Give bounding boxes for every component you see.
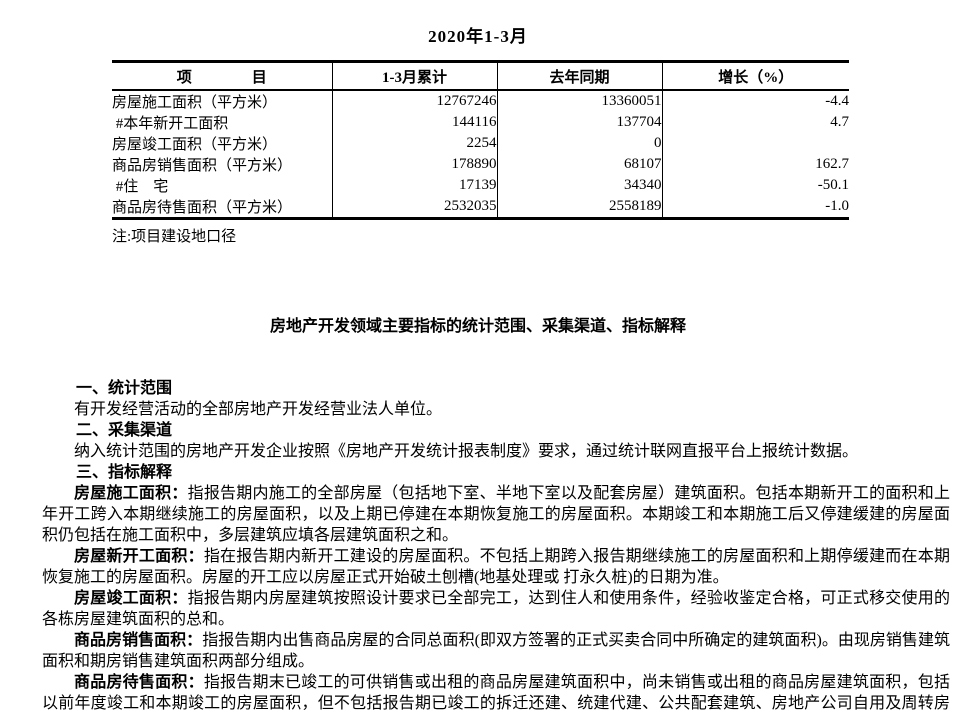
last-year-cell: 13360051 — [496, 90, 662, 112]
paragraph: 房屋竣工面积：指报告期内房屋建筑按照设计要求已全部完工，达到住人和使用条件，经验… — [42, 588, 950, 630]
section-title: 房地产开发领域主要指标的统计范围、采集渠道、指标解释 — [269, 318, 686, 335]
header-item: 项 目 — [112, 61, 332, 91]
last-year-cell: 34340 — [496, 175, 662, 196]
table-row: 房屋施工面积（平方米） 12767246 13360051 -4.4 — [112, 90, 849, 112]
paragraph: 商品房销售面积：指报告期内出售商品房屋的合同总面积(即双方签署的正式买卖合同中所… — [42, 630, 950, 672]
section-heading-scope: 一、统计范围 — [76, 380, 173, 397]
cumulative-cell: 144116 — [331, 112, 497, 133]
item-cell: #本年新开工面积 — [112, 116, 229, 132]
growth-cell: 162.7 — [661, 154, 849, 175]
paragraph-term: 房屋施工面积： — [74, 485, 188, 502]
stats-table-body: 房屋施工面积（平方米） 12767246 13360051 -4.4 #本年新开… — [112, 90, 849, 219]
table-row: #住 宅 17139 34340 -50.1 — [112, 175, 849, 196]
paragraph-text: 指报告期内施工的全部房屋（包括地下室、半地下室以及配套房屋）建筑面积。包括本期新… — [42, 485, 950, 544]
table-row: #本年新开工面积 144116 137704 4.7 — [112, 112, 849, 133]
table-header-row: 项 目 1-3月累计 去年同期 增长（%） — [112, 61, 849, 91]
section-heading-channel: 二、采集渠道 — [76, 422, 173, 439]
item-cell: 商品房待售面积（平方米） — [112, 200, 293, 216]
cumulative-cell: 2532035 — [331, 196, 497, 219]
last-year-cell: 0 — [496, 133, 662, 154]
item-cell: #住 宅 — [112, 179, 169, 195]
paragraph-text: 指在报告期内新开工建设的房屋面积。不包括上期跨入报告期继续施工的房屋面积和上期停… — [42, 548, 950, 586]
growth-cell: -50.1 — [661, 175, 849, 196]
header-cumulative: 1-3月累计 — [331, 61, 497, 91]
last-year-cell: 68107 — [496, 154, 662, 175]
paragraph-term: 商品房销售面积： — [74, 632, 203, 649]
header-last-year: 去年同期 — [496, 61, 662, 91]
cumulative-cell: 12767246 — [331, 90, 497, 112]
paragraph-text: 有开发经营活动的全部房地产开发经营业法人单位。 — [74, 401, 443, 418]
table-row: 房屋竣工面积（平方米） 2254 0 — [112, 133, 849, 154]
paragraph-text: 指报告期末已竣工的可供销售或出租的商品房屋建筑面积中，尚未销售或出租的商品房屋建… — [42, 674, 950, 712]
paragraph-text: 指报告期内出售商品房屋的合同总面积(即双方签署的正式买卖合同中所确定的建筑面积)… — [42, 632, 950, 670]
item-cell: 商品房销售面积（平方米） — [112, 158, 293, 174]
stats-table-header: 项 目 1-3月累计 去年同期 增长（%） — [112, 61, 849, 91]
table-row: 商品房待售面积（平方米） 2532035 2558189 -1.0 — [112, 196, 849, 219]
paragraph: 房屋施工面积：指报告期内施工的全部房屋（包括地下室、半地下室以及配套房屋）建筑面… — [42, 483, 950, 546]
paragraph: 商品房待售面积：指报告期末已竣工的可供销售或出租的商品房屋建筑面积中，尚未销售或… — [42, 672, 950, 714]
cumulative-cell: 178890 — [331, 154, 497, 175]
section-heading-definitions: 三、指标解释 — [76, 464, 173, 481]
growth-cell: -4.4 — [661, 90, 849, 112]
paragraph: 有开发经营活动的全部房地产开发经营业法人单位。 — [42, 399, 950, 420]
cumulative-cell: 17139 — [331, 175, 497, 196]
cumulative-cell: 2254 — [331, 133, 497, 154]
item-cell: 房屋竣工面积（平方米） — [112, 137, 278, 153]
growth-cell: 4.7 — [661, 112, 849, 133]
last-year-cell: 137704 — [496, 112, 662, 133]
report-period-title: 2020年1-3月 — [428, 27, 528, 46]
paragraph: 纳入统计范围的房地产开发企业按照《房地产开发统计报表制度》要求，通过统计联网直报… — [42, 441, 950, 462]
header-growth: 增长（%） — [661, 61, 849, 91]
table-footnote: 注:项目建设地口径 — [112, 229, 237, 245]
paragraph-term: 房屋新开工面积： — [74, 548, 204, 565]
last-year-cell: 2558189 — [496, 196, 662, 219]
definitions-content: 一、统计范围 有开发经营活动的全部房地产开发经营业法人单位。 二、采集渠道 纳入… — [42, 378, 950, 714]
paragraph-text: 指报告期内房屋建筑按照设计要求已全部完工，达到住人和使用条件，经验收鉴定合格，可… — [42, 590, 950, 628]
growth-cell — [661, 133, 849, 154]
table-row: 商品房销售面积（平方米） 178890 68107 162.7 — [112, 154, 849, 175]
paragraph: 房屋新开工面积：指在报告期内新开工建设的房屋面积。不包括上期跨入报告期继续施工的… — [42, 546, 950, 588]
paragraph-term: 房屋竣工面积： — [74, 590, 188, 607]
paragraph-term: 商品房待售面积： — [74, 674, 204, 691]
paragraph-text: 纳入统计范围的房地产开发企业按照《房地产开发统计报表制度》要求，通过统计联网直报… — [74, 443, 859, 460]
growth-cell: -1.0 — [661, 196, 849, 219]
item-cell: 房屋施工面积（平方米） — [112, 95, 278, 111]
stats-table: 项 目 1-3月累计 去年同期 增长（%） 房屋施工面积（平方米） 127672… — [112, 60, 849, 220]
